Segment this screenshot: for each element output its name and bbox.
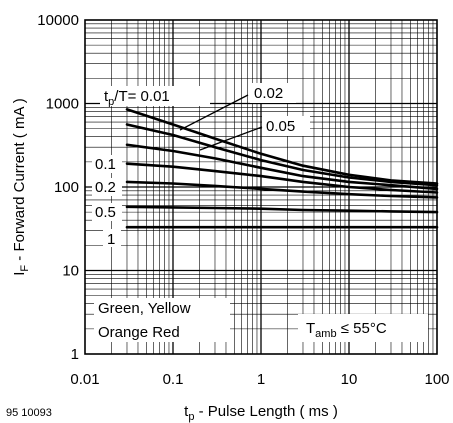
label-mask-002 xyxy=(250,83,296,103)
x-tick-label: 0.1 xyxy=(163,371,184,388)
duty-label-02: 0.2 xyxy=(95,179,116,196)
duty-label-1: 1 xyxy=(107,231,115,248)
label-mask-1 xyxy=(103,229,121,247)
series-line-0-2 xyxy=(125,180,439,199)
y-tick-label: 10 xyxy=(62,263,79,280)
y-tick-label: 100 xyxy=(54,179,79,196)
x-tick-label: 0.01 xyxy=(70,371,99,388)
series-line-0-02 xyxy=(125,123,439,187)
plot-frame xyxy=(84,19,438,355)
leader-lines xyxy=(179,94,263,151)
x-tick-labels: 0.01 0.1 1 10 100 xyxy=(70,371,449,388)
x-tick-label: 1 xyxy=(257,371,265,388)
legend-line-2: Orange Red xyxy=(98,324,180,341)
figure-id: 95 10093 xyxy=(6,407,52,419)
tp-ratio-label: tp/T= 0.01 xyxy=(104,88,170,108)
duty-label-05: 0.5 xyxy=(95,204,116,221)
y-tick-label: 1000 xyxy=(46,96,79,113)
x-tick-label: 10 xyxy=(341,371,358,388)
duty-label-01: 0.1 xyxy=(95,156,116,173)
label-mask-tp xyxy=(100,86,210,106)
leader-line-002 xyxy=(179,94,249,131)
label-mask-01 xyxy=(92,155,122,173)
x-axis-title: tp - Pulse Length ( ms ) xyxy=(184,403,338,423)
series-line-0-1 xyxy=(125,162,439,194)
tamb-label: Tamb ≤ 55°C xyxy=(306,320,387,340)
duty-label-002: 0.02 xyxy=(254,85,283,102)
series-lines xyxy=(125,108,439,229)
leader-line-005 xyxy=(199,126,263,151)
y-tick-label: 10000 xyxy=(37,12,79,29)
label-mask-005 xyxy=(262,116,310,136)
series-line-0-5 xyxy=(125,205,439,214)
duty-label-005: 0.05 xyxy=(266,118,295,135)
legend-mask xyxy=(94,298,230,342)
series-line-0-01 xyxy=(125,108,439,185)
label-mask-02 xyxy=(92,178,122,196)
tamb-mask xyxy=(298,314,428,342)
y-tick-labels: 1 10 100 1000 10000 xyxy=(37,12,79,363)
y-axis-title: IF - Forward Current ( mA ) xyxy=(11,98,31,276)
label-mask-05 xyxy=(92,203,122,221)
x-tick-label: 100 xyxy=(424,371,449,388)
series-line-0-05 xyxy=(125,143,439,191)
y-tick-label: 1 xyxy=(71,346,79,363)
legend-line-1: Green, Yellow xyxy=(98,300,191,317)
